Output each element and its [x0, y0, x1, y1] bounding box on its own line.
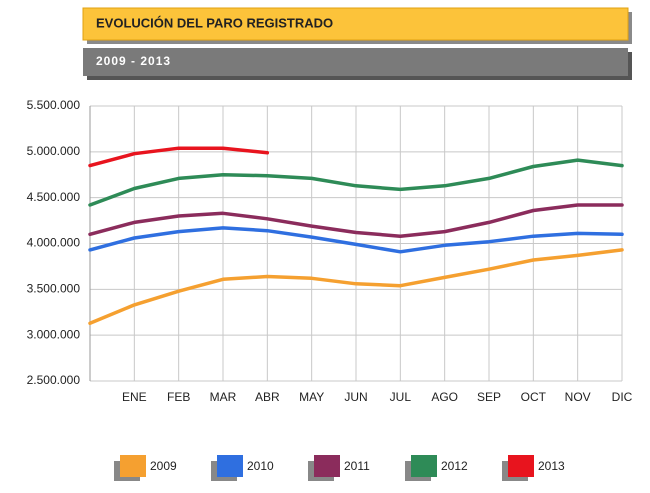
y-tick-label: 5.500.000 [27, 98, 81, 112]
series-line [88, 226, 624, 254]
subtitle-box [83, 48, 628, 76]
x-tick-label: AGO [431, 390, 458, 404]
chart-title: EVOLUCIÓN DEL PARO REGISTRADO [96, 15, 333, 30]
legend-swatch [314, 455, 340, 477]
legend-label: 2011 [344, 459, 370, 473]
series-line [88, 146, 270, 168]
legend-swatch [120, 455, 146, 477]
legend-swatch [411, 455, 437, 477]
title-box [82, 7, 629, 41]
x-tick-label: OCT [521, 390, 547, 404]
series-line [88, 248, 624, 326]
x-tick-label: SEP [477, 390, 501, 404]
x-tick-label: FEB [167, 390, 190, 404]
legend-swatch [508, 455, 534, 477]
y-tick-label: 4.500.000 [27, 190, 81, 204]
x-tick-label: ABR [255, 390, 280, 404]
y-tick-label: 3.000.000 [27, 327, 81, 341]
x-tick-label: MAR [210, 390, 237, 404]
x-tick-label: JUL [390, 390, 412, 404]
y-tick-label: 4.000.000 [27, 236, 81, 250]
x-tick-label: ENE [122, 390, 147, 404]
x-tick-label: NOV [565, 390, 591, 404]
x-tick-label: JUN [344, 390, 367, 404]
chart-subtitle: 2009 - 2013 [96, 54, 171, 68]
y-tick-label: 5.000.000 [27, 144, 81, 158]
legend-swatch [217, 455, 243, 477]
legend-label: 2012 [441, 459, 468, 473]
series-line [88, 158, 624, 207]
legend-label: 2013 [538, 459, 565, 473]
legend-label: 2009 [150, 459, 177, 473]
legend-label: 2010 [247, 459, 274, 473]
x-tick-label: DIC [612, 390, 633, 404]
y-tick-label: 3.500.000 [27, 282, 81, 296]
y-tick-label: 2.500.000 [27, 373, 81, 387]
x-tick-label: MAY [299, 390, 324, 404]
series-line [88, 203, 624, 238]
